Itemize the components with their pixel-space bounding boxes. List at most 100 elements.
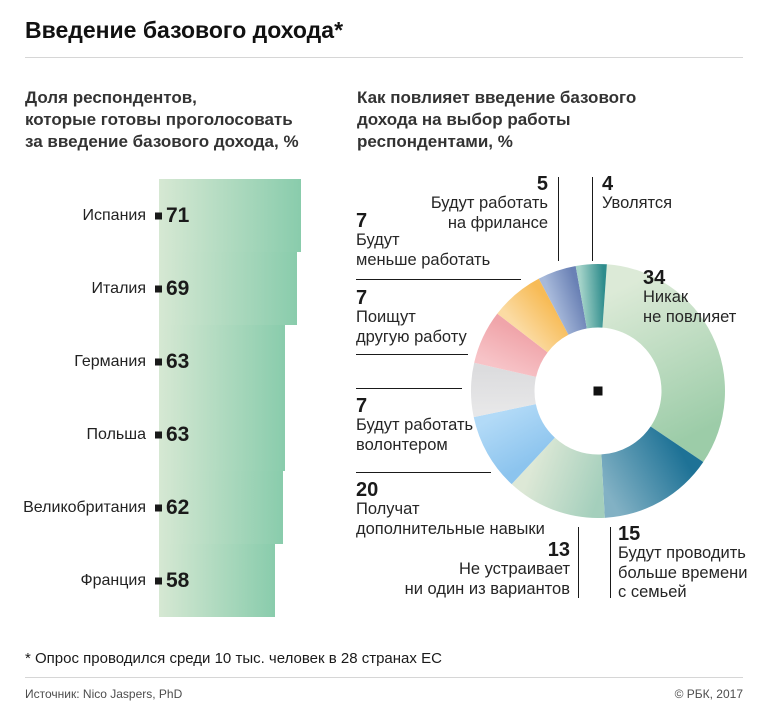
square-marker-icon [155,212,162,219]
donut-chart-subtitle-line: Как повлияет введение базового [357,88,637,107]
bar-segment [159,252,297,325]
bar-category-label: Германия [74,352,146,370]
title-divider [25,57,743,58]
leader-more-family-time [610,527,611,598]
bar-category-label: Франция [80,571,146,589]
bar-category-label: Польша [86,425,146,443]
leader-volunteer [356,388,462,389]
donut-label-text-line: Будут работать [356,416,474,434]
bar-category-label: Италия [91,279,146,297]
donut-slice-volunteer [471,362,537,418]
donut-label-text-line: другую работу [356,327,467,346]
bar-row-Польша: Польша 63 [0,398,768,471]
donut-label-text-line: Получат [356,500,420,518]
footer-divider [25,677,743,678]
bar-row-Германия: Германия 63 [0,325,768,398]
square-marker-icon [155,358,162,365]
bar-chart-subtitle-line: Доля респондентов, [25,88,197,107]
bar-row-Франция: Франция 58 [0,544,768,617]
donut-label-value: 5 [536,173,548,195]
donut-slice-no-effect [602,264,726,463]
square-marker-icon [155,504,162,511]
donut-slice-freelance [538,265,587,335]
donut-label-no-effect: 34 Никак не повлияет [643,268,736,327]
bar-chart-subtitle-line: за введение базового дохода, % [25,132,299,151]
bar-value: 58 [166,568,190,592]
donut-label-text-line: Будут работать [430,194,548,212]
donut-label-text-line: Уволятся [602,194,673,212]
center-square-icon [593,386,603,396]
donut-label-value: 7 [356,287,368,309]
donut-chart-subtitle: Как повлияет введение базового дохода на … [357,87,636,153]
square-marker-icon [155,577,162,584]
bar-category-label: Испания [82,206,147,224]
donut-slice-look-other-job [474,313,548,377]
leader-freelance [558,177,559,261]
bar-row-Великобритания: Великобритания 62 [0,471,768,544]
footnote: * Опрос проводился среди 10 тыс. человек… [25,650,442,667]
donut-label-text-line: ни один из вариантов [404,579,570,598]
donut-svg [471,263,726,519]
bar-chart-subtitle-line: которые готовы проголосовать [25,110,293,129]
donut-label-text-line: Поищут [356,308,416,326]
bar-segment [159,471,283,544]
donut-label-quit: 4 Уволятся [602,174,672,214]
donut-label-text-line: не повлияет [643,307,737,326]
bar-segment [159,179,301,252]
donut-label-value: 7 [356,395,368,417]
donut-label-work-less: 7 Будут меньше работать [356,211,490,270]
bar-row-Испания: Испания 71 [0,179,768,252]
leader-work-less [356,279,521,280]
bar-row-Италия: Италия 69 [0,252,768,325]
bar-segment [159,544,275,617]
bar-segment [159,398,285,471]
donut-label-text-line: Никак [643,288,689,306]
square-marker-icon [155,285,162,292]
bar-value: 63 [166,349,190,373]
donut-label-text-line: Будут проводить [618,544,746,562]
bar-value: 62 [166,495,190,519]
donut-slice-none-of-options [511,437,605,519]
bar-segment [159,325,285,398]
donut-label-text-line: с семьей [618,583,687,601]
donut-label-text-line: волонтером [356,435,448,454]
donut-chart-subtitle-line: дохода на выбор работы [357,110,571,129]
donut-label-text-line: на фрилансе [447,213,548,232]
donut-label-more-family-time: 15 Будут проводить больше времени с семьей [618,524,747,603]
copyright: © РБК, 2017 [674,687,743,701]
donut-label-value: 15 [618,523,641,545]
leader-look-other-job [356,354,468,355]
donut-chart-subtitle-line: респондентами, % [357,132,513,151]
donut-label-freelance: 5 Будут работать на фрилансе [431,174,548,233]
leader-additional-skills [356,472,491,473]
donut-label-none-of-options: 13 Не устраивает ни один из вариантов [405,540,570,599]
source-credit: Источник: Nico Jaspers, PhD [25,687,183,701]
donut-label-text-line: Не устраивает [458,560,570,578]
bar-value: 71 [166,203,190,227]
donut-slice-quit [575,263,607,329]
donut-label-look-other-job: 7 Поищут другую работу [356,288,467,347]
bar-category-label: Великобритания [23,498,146,516]
donut-label-additional-skills: 20 Получат дополнительные навыки [356,480,545,539]
donut-label-volunteer: 7 Будут работать волонтером [356,396,473,455]
donut-label-value: 34 [643,267,666,289]
donut-slice-work-less [497,278,569,353]
page-title: Введение базового дохода* [25,17,344,43]
donut-label-text-line: больше времени [618,563,748,582]
donut-label-text-line: дополнительные навыки [356,519,545,538]
donut-label-text-line: Будут [356,231,400,249]
donut-label-value: 7 [356,210,368,232]
leader-quit [592,177,593,261]
bar-value: 63 [166,422,190,446]
leader-none-of-options [578,527,579,598]
donut-slice-additional-skills [473,404,555,485]
bar-chart-subtitle: Доля респондентов, которые готовы проголо… [25,87,299,153]
donut-label-value: 4 [602,173,614,195]
donut-label-text-line: меньше работать [356,250,491,269]
donut-slice-more-family-time [601,426,704,518]
bar-value: 69 [166,276,190,300]
donut-label-value: 20 [356,479,379,501]
square-marker-icon [155,431,162,438]
donut-label-value: 13 [547,539,570,561]
